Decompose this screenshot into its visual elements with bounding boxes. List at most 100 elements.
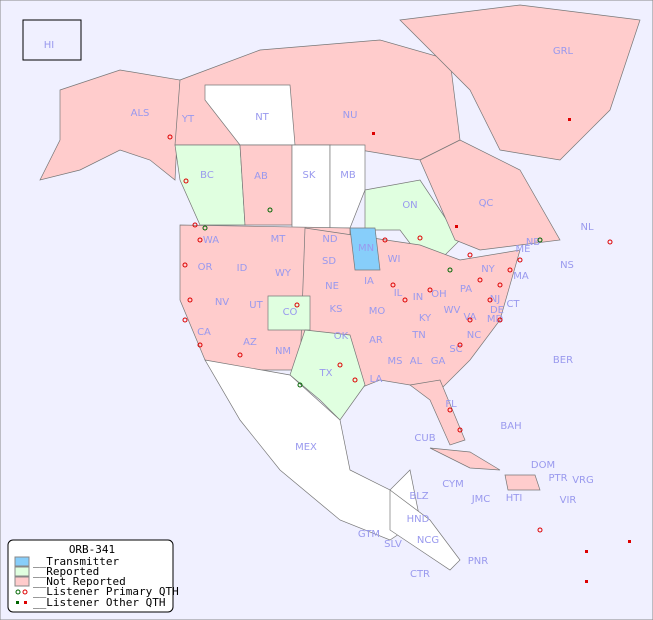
listener-marker [517, 257, 523, 263]
region-label-on: ON [402, 200, 417, 211]
region-label-wv: WV [444, 305, 461, 316]
region-label-il: IL [394, 288, 403, 299]
region-label-tx: TX [319, 368, 333, 379]
region-label-grl: GRL [553, 46, 574, 57]
region-label-wi: WI [388, 254, 401, 265]
region-label-mn: MN [358, 243, 374, 254]
landmasses [39, 4, 641, 571]
legend-item-other-qth: __Listener Other QTH [33, 596, 165, 609]
region-label-ny: NY [481, 264, 495, 275]
region-label-la: LA [370, 374, 383, 385]
region-hispaniola [504, 474, 541, 491]
region-label-nd: ND [322, 234, 337, 245]
listener-marker [457, 342, 463, 348]
listener-marker [182, 317, 188, 323]
region-label-vrg: VRG [572, 475, 594, 486]
region-label-de: DE [490, 305, 504, 316]
region-label-slv: SLV [384, 539, 402, 550]
region-label-sk: SK [303, 170, 316, 181]
legend-box [7, 539, 174, 613]
listener-marker [427, 287, 433, 293]
region-mn [349, 227, 381, 271]
region-label-wy: WY [275, 268, 292, 279]
region-ab [239, 144, 293, 226]
region-label-pnr: PNR [468, 556, 489, 567]
listener-marker [237, 352, 243, 358]
region-sk [291, 144, 331, 229]
region-label-ks: KS [330, 304, 343, 315]
listener-marker [417, 235, 423, 241]
region-label-nc: NC [467, 330, 481, 341]
listener-marker [537, 237, 543, 243]
listener-marker [467, 252, 473, 258]
region-fl [409, 379, 466, 446]
region-label-ber: BER [553, 355, 573, 366]
region-label-ok: OK [334, 331, 349, 342]
region-cuba [429, 447, 501, 471]
region-label-nb: NB [526, 237, 540, 248]
region-label-qc: QC [479, 198, 494, 209]
region-label-or: OR [198, 262, 213, 273]
legend: ORB-341 __Transmitter __Reported __Not R… [7, 539, 179, 613]
region-label-dom: DOM [531, 460, 555, 471]
listener-marker [447, 407, 453, 413]
hawaii-inset [22, 19, 82, 61]
region-label-ia: IA [364, 276, 374, 287]
listener-marker [297, 382, 303, 388]
region-label-nj: NJ [490, 294, 500, 305]
listener-marker [607, 239, 613, 245]
listener-marker [390, 282, 396, 288]
listener-marker [402, 297, 408, 303]
listener-marker [507, 267, 513, 273]
region-label-nv: NV [215, 297, 229, 308]
legend-primary-reported-marker [15, 589, 21, 595]
region-labels: HI ALS YT NT NU GRL BC AB SK MB ON QC NL NS WA OR ID MT WY… [44, 40, 594, 580]
region-label-yt: YT [181, 114, 195, 125]
region-label-in: IN [413, 292, 423, 303]
region-label-cub: CUB [414, 433, 435, 444]
region-label-sd: SD [322, 256, 336, 267]
listener-marker [382, 237, 388, 243]
region-label-ar: AR [369, 335, 383, 346]
region-label-ca: CA [197, 327, 211, 338]
listener-other-marker [455, 225, 458, 228]
region-label-oh: OH [431, 289, 446, 300]
listener-marker [537, 527, 543, 533]
region-bc [174, 144, 246, 226]
region-label-mex: MEX [295, 442, 317, 453]
listener-marker [197, 237, 203, 243]
region-label-id: ID [237, 263, 248, 274]
listener-other-marker [628, 540, 631, 543]
listener-markers [167, 118, 631, 583]
region-label-hti: HTI [506, 493, 523, 504]
region-label-ut: UT [249, 300, 263, 311]
listener-marker [487, 297, 493, 303]
region-label-mb: MB [340, 170, 356, 181]
region-label-al: AL [410, 356, 423, 367]
listener-marker [447, 267, 453, 273]
listener-marker [167, 134, 173, 140]
legend-item-reported: __Reported [33, 565, 99, 578]
listener-other-marker [372, 132, 375, 135]
listener-marker [352, 377, 358, 383]
legend-swatch-not-reported [14, 576, 30, 587]
legend-title: ORB-341 [69, 543, 115, 556]
region-label-ab: AB [254, 171, 268, 182]
legend-other-marker [24, 601, 27, 604]
region-label-als: ALS [131, 108, 150, 119]
listener-marker [497, 282, 503, 288]
region-label-bah: BAH [500, 421, 521, 432]
listener-marker [187, 297, 193, 303]
region-label-ptr: PTR [548, 473, 567, 484]
listener-marker [457, 427, 463, 433]
region-label-mt: MT [271, 234, 287, 245]
listener-marker [192, 222, 198, 228]
region-label-gtm: GTM [358, 529, 380, 540]
region-label-wa: WA [203, 235, 219, 246]
legend-swatch-transmitter [14, 556, 30, 567]
region-qc [419, 139, 561, 251]
listener-other-marker [585, 550, 588, 553]
region-label-tn: TN [411, 330, 426, 341]
